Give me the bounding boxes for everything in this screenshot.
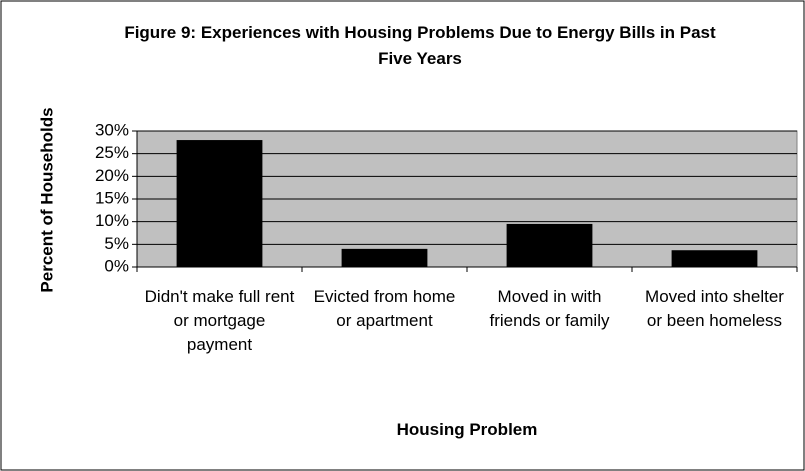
- y-tick-label: 5%: [104, 234, 129, 253]
- x-tick-label: Moved into shelter or been homeless: [645, 287, 784, 330]
- y-tick-label: 25%: [95, 143, 129, 162]
- x-tick-label: Didn't make full rent or mortgage paymen…: [144, 287, 295, 354]
- chart-title: Figure 9: Experiences with Housing Probl…: [124, 23, 716, 68]
- y-tick-label: 20%: [95, 166, 129, 185]
- x-tick-label: Evicted from home or apartment: [313, 287, 456, 330]
- bar: [176, 140, 263, 267]
- y-tick-label: 10%: [95, 211, 129, 230]
- y-tick-label: 0%: [104, 256, 129, 275]
- x-tick-label: Moved in with friends or family: [489, 287, 610, 330]
- y-tick-label: 30%: [95, 120, 129, 139]
- bar: [341, 248, 428, 267]
- bar: [671, 250, 758, 267]
- y-axis-title: Percent of Households: [37, 107, 56, 292]
- bar: [506, 223, 593, 267]
- y-tick-label: 15%: [95, 188, 129, 207]
- x-axis-title: Housing Problem: [396, 420, 538, 439]
